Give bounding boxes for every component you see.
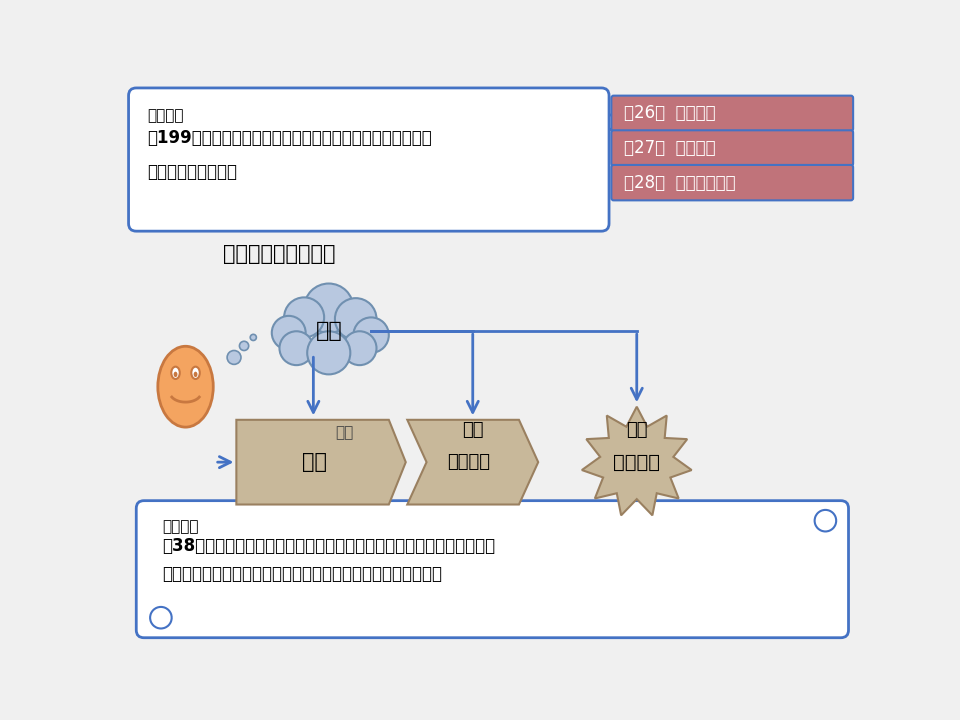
- Text: 第199条　人を殺した者は、死刑又は無期若しくは五年以上: 第199条 人を殺した者は、死刑又は無期若しくは五年以上: [147, 129, 432, 147]
- Ellipse shape: [157, 346, 213, 427]
- Circle shape: [304, 284, 353, 333]
- Text: の懲役に処する。: の懲役に処する。: [147, 163, 237, 181]
- FancyBboxPatch shape: [129, 88, 609, 231]
- Polygon shape: [407, 420, 539, 505]
- Text: これが殺人罪です！: これが殺人罪です！: [223, 244, 335, 264]
- Text: 行為: 行為: [302, 452, 327, 472]
- FancyBboxPatch shape: [136, 500, 849, 638]
- FancyBboxPatch shape: [612, 165, 853, 200]
- Circle shape: [228, 351, 241, 364]
- Circle shape: [353, 318, 389, 353]
- Text: 認識: 認識: [335, 426, 353, 441]
- Polygon shape: [236, 420, 406, 505]
- Text: （殺人）: （殺人）: [147, 108, 183, 123]
- Text: 予見: 予見: [462, 420, 484, 438]
- Text: 予見: 予見: [626, 420, 647, 438]
- Polygon shape: [592, 114, 603, 133]
- Circle shape: [251, 334, 256, 341]
- Text: 第38条　罪を犯す意思がない行為は、罰しない。ただし、法律に特別の: 第38条 罪を犯す意思がない行為は、罰しない。ただし、法律に特別の: [162, 537, 495, 555]
- Circle shape: [284, 297, 324, 338]
- Polygon shape: [600, 113, 635, 134]
- Ellipse shape: [194, 372, 198, 377]
- Circle shape: [239, 341, 249, 351]
- Text: 人が死亡: 人が死亡: [613, 453, 660, 472]
- Polygon shape: [582, 407, 691, 516]
- Ellipse shape: [171, 366, 180, 379]
- Circle shape: [307, 331, 350, 374]
- Text: （故意）: （故意）: [162, 519, 199, 534]
- FancyBboxPatch shape: [612, 96, 853, 131]
- Circle shape: [335, 298, 376, 340]
- Text: 第28章  過失傷害の罪: 第28章 過失傷害の罪: [624, 174, 736, 192]
- Ellipse shape: [191, 366, 200, 379]
- Circle shape: [279, 331, 313, 365]
- Text: 規定がある場合は、この限りでない。（２項・３項　略）: 規定がある場合は、この限りでない。（２項・３項 略）: [162, 565, 443, 583]
- Text: によって: によって: [447, 453, 491, 471]
- Text: 第26章  殺人の罪: 第26章 殺人の罪: [624, 104, 716, 122]
- Circle shape: [272, 316, 305, 350]
- Circle shape: [343, 331, 376, 365]
- Text: 故意: 故意: [316, 321, 342, 341]
- Text: 第27章  傷害の罪: 第27章 傷害の罪: [624, 139, 716, 157]
- Ellipse shape: [174, 372, 178, 377]
- FancyBboxPatch shape: [612, 130, 853, 166]
